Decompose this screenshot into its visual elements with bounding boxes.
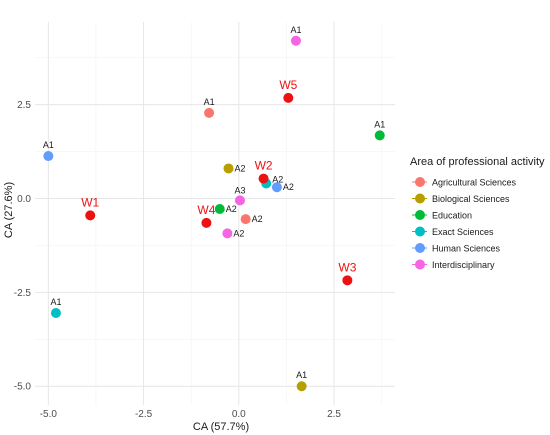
point-label: A2 — [235, 163, 246, 173]
point-a3 — [234, 195, 245, 206]
point-w1 — [85, 210, 96, 221]
legend-key-dot — [415, 193, 425, 204]
point-label: A1 — [50, 297, 61, 307]
point-label: A1 — [296, 370, 307, 380]
point-label: A1 — [43, 140, 54, 150]
point-a2 — [223, 163, 234, 174]
legend-entry-label: Interdisciplinary — [432, 260, 495, 270]
point-labels: A1 A2 A1 A2 A1 A2 A1 A2 A1 A2 A1 A2 A3 W1 W2 W3 W4 W5 — [43, 25, 385, 380]
point-a1 — [50, 308, 61, 319]
y-tick-label: 0.0 — [17, 194, 31, 205]
point-a1 — [296, 381, 307, 392]
y-axis-title: CA (27.6%) — [3, 182, 15, 238]
point-w4 — [201, 217, 212, 228]
legend-key-dot — [415, 243, 425, 253]
point-label: A1 — [374, 119, 385, 129]
x-tick-label: -2.5 — [135, 409, 153, 420]
y-tick-label: 2.5 — [17, 100, 31, 111]
legend-key-dot — [415, 259, 425, 270]
point-label: A2 — [233, 228, 244, 238]
legend-key-dot — [415, 177, 425, 187]
data-points — [43, 35, 385, 392]
point-label: A1 — [204, 97, 215, 107]
point-a1 — [43, 151, 54, 162]
point-label: A2 — [226, 204, 237, 214]
x-axis-ticks: -5.0 -2.5 0.0 2.5 — [40, 409, 342, 420]
legend: Area of professional activity Agricultur… — [410, 156, 545, 270]
point-w5 — [283, 92, 294, 103]
point-label: A3 — [234, 185, 245, 195]
legend-title: Area of professional activity — [410, 156, 545, 168]
legend-key-dot — [415, 210, 425, 220]
point-a2 — [240, 214, 251, 225]
point-label-w: W5 — [279, 78, 297, 92]
point-label-w: W3 — [338, 260, 356, 274]
point-label-w: W1 — [81, 195, 99, 209]
point-a2 — [222, 228, 233, 239]
x-tick-label: 0.0 — [232, 409, 246, 420]
point-a1 — [204, 107, 215, 118]
x-axis-title: CA (57.7%) — [193, 421, 249, 433]
y-tick-label: -2.5 — [14, 288, 32, 299]
y-tick-label: -5.0 — [14, 382, 32, 393]
point-w2 — [258, 173, 269, 184]
x-tick-label: 2.5 — [327, 409, 341, 420]
legend-entry-label: Agricultural Sciences — [432, 178, 517, 188]
point-label-w: W4 — [197, 203, 215, 217]
point-a2 — [271, 182, 282, 193]
legend-items: Agricultural Sciences Biological Sciences… — [412, 177, 517, 270]
legend-key-dot — [415, 226, 425, 237]
legend-entry-label: Exact Sciences — [432, 227, 494, 237]
point-w3 — [342, 275, 353, 286]
legend-entry-label: Biological Sciences — [432, 194, 510, 204]
point-label-w: W2 — [255, 159, 273, 173]
point-a1 — [374, 130, 385, 141]
point-label: A1 — [290, 25, 301, 35]
legend-entry-label: Human Sciences — [432, 244, 501, 254]
point-label: A2 — [252, 214, 263, 224]
x-tick-label: -5.0 — [40, 409, 58, 420]
y-axis-ticks: -5.0 -2.5 0.0 2.5 — [14, 100, 32, 393]
point-label: A2 — [283, 182, 294, 192]
point-a1 — [290, 35, 301, 46]
legend-entry-label: Education — [432, 211, 472, 221]
point-label: A2 — [272, 174, 283, 184]
grid — [35, 22, 395, 405]
point-a2 — [214, 203, 225, 214]
